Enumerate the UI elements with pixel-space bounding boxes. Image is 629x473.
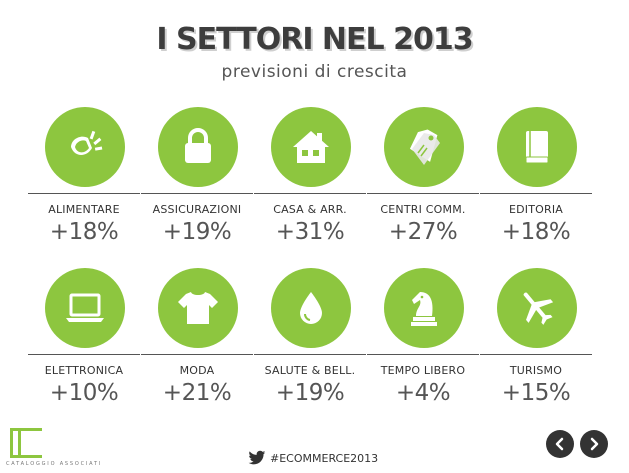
book-icon bbox=[497, 107, 577, 187]
sector-elettronica: ELETTRONICA +10% bbox=[28, 268, 140, 418]
sector-salute: SALUTE & BELL. +19% bbox=[254, 268, 366, 418]
sector-value: +18% bbox=[49, 219, 119, 245]
hashtag: #ECOMMERCE2013 bbox=[248, 450, 378, 466]
divider bbox=[367, 354, 479, 355]
divider bbox=[480, 193, 592, 194]
divider bbox=[254, 354, 366, 355]
airplane-icon bbox=[497, 268, 577, 348]
sector-value: +19% bbox=[162, 219, 232, 245]
page-title: I SETTORI NEL 2013 bbox=[156, 22, 473, 57]
sector-turismo: TURISMO +15% bbox=[480, 268, 592, 418]
twitter-bird-icon bbox=[248, 450, 266, 465]
price-tags-icon bbox=[384, 107, 464, 187]
sector-value: +21% bbox=[162, 380, 232, 406]
sector-value: +31% bbox=[275, 219, 345, 245]
lemon-icon bbox=[45, 107, 125, 187]
drop-icon bbox=[271, 268, 351, 348]
divider bbox=[254, 193, 366, 194]
divider bbox=[141, 354, 253, 355]
logo-mark-inner bbox=[18, 428, 42, 456]
next-button[interactable] bbox=[580, 430, 608, 458]
divider bbox=[367, 193, 479, 194]
sector-value: +15% bbox=[501, 380, 571, 406]
chevron-right-icon bbox=[590, 437, 599, 451]
sector-label: TEMPO LIBERO bbox=[380, 364, 466, 377]
sector-label: CASA & ARR. bbox=[273, 203, 347, 216]
divider bbox=[141, 193, 253, 194]
sector-alimentare: ALIMENTARE +18% bbox=[28, 107, 140, 257]
sector-moda: MODA +21% bbox=[141, 268, 253, 418]
divider bbox=[28, 354, 140, 355]
sector-assicurazioni: ASSICURAZIONI +19% bbox=[141, 107, 253, 257]
sector-label: EDITORIA bbox=[508, 203, 564, 216]
divider bbox=[480, 354, 592, 355]
page-subtitle: previsioni di crescita bbox=[221, 62, 408, 82]
sector-value: +18% bbox=[501, 219, 571, 245]
prev-button[interactable] bbox=[546, 430, 574, 458]
sectors-grid: ALIMENTARE +18% ASSICURAZIONI +19% CASA … bbox=[28, 107, 592, 418]
sector-casa: CASA & ARR. +31% bbox=[254, 107, 366, 257]
sector-label: TURISMO bbox=[509, 364, 563, 377]
hashtag-text[interactable]: #ECOMMERCE2013 bbox=[270, 451, 379, 465]
sector-centri-comm: CENTRI COMM. +27% bbox=[367, 107, 479, 257]
padlock-icon bbox=[158, 107, 238, 187]
house-icon bbox=[271, 107, 351, 187]
sector-value: +27% bbox=[388, 219, 458, 245]
logo-mark bbox=[10, 428, 42, 458]
logo-text: CATALOGGIO ASSOCIATI bbox=[6, 461, 103, 467]
logo: CATALOGGIO ASSOCIATI bbox=[6, 428, 100, 468]
sector-value: +19% bbox=[275, 380, 345, 406]
divider bbox=[28, 193, 140, 194]
chevron-left-icon bbox=[555, 437, 564, 451]
sector-label: ELETTRONICA bbox=[44, 364, 124, 377]
sector-label: SALUTE & BELL. bbox=[264, 364, 356, 377]
chess-knight-icon bbox=[384, 268, 464, 348]
sector-label: ASSICURAZIONI bbox=[152, 203, 242, 216]
sector-value: +4% bbox=[395, 380, 451, 406]
tshirt-icon bbox=[158, 268, 238, 348]
laptop-icon bbox=[45, 268, 125, 348]
sector-label: MODA bbox=[179, 364, 215, 377]
sector-editoria: EDITORIA +18% bbox=[480, 107, 592, 257]
sector-tempo-libero: TEMPO LIBERO +4% bbox=[367, 268, 479, 418]
sector-label: ALIMENTARE bbox=[48, 203, 120, 216]
sector-value: +10% bbox=[49, 380, 119, 406]
sector-label: CENTRI COMM. bbox=[380, 203, 466, 216]
